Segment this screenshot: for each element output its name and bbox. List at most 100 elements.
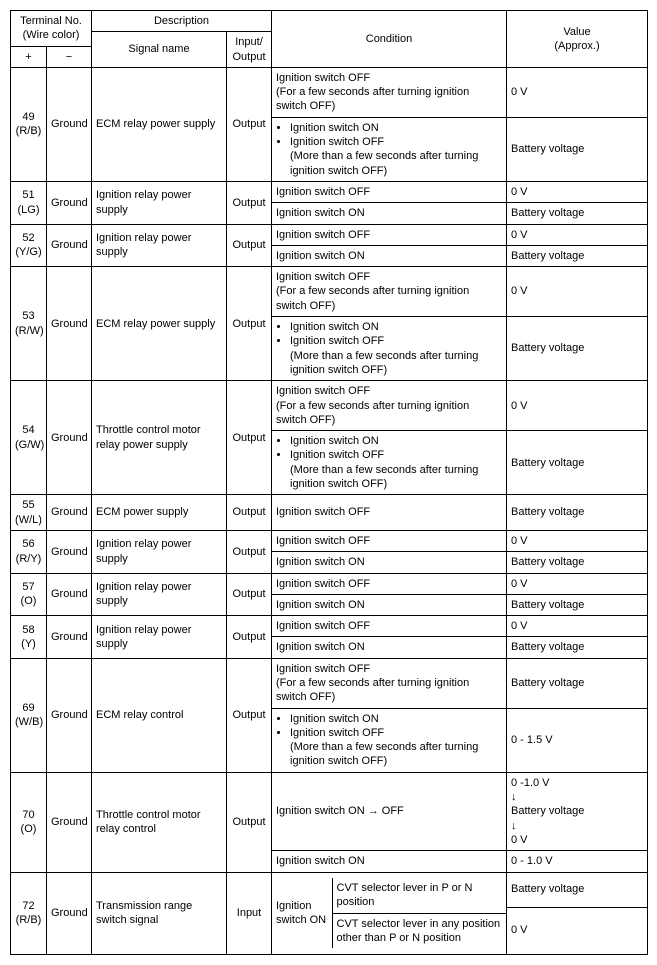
cond-49b-li2-a: Ignition switch OFF <box>290 136 384 148</box>
val-52b: Battery voltage <box>507 245 648 266</box>
val-49a: 0 V <box>507 67 648 117</box>
sig-57: Ignition relay power supply <box>92 573 227 616</box>
cond-69b-li2-a: Ignition switch OFF <box>290 727 384 739</box>
io-69: Output <box>227 658 272 772</box>
sig-72: Transmission range switch signal <box>92 872 227 954</box>
cond-54a-l2: (For a few seconds after turning ignitio… <box>276 400 469 426</box>
cond-69b-li1: Ignition switch ON <box>290 712 502 726</box>
cond-51b: Ignition switch ON <box>272 203 507 224</box>
cond-53a-l1: Ignition switch OFF <box>276 271 370 283</box>
cond-53b-li2: Ignition switch OFF (More than a few sec… <box>290 334 502 377</box>
sig-58: Ignition relay power supply <box>92 616 227 659</box>
io-54: Output <box>227 381 272 495</box>
val-70b: 0 - 1.0 V <box>507 851 648 872</box>
cond-53a: Ignition switch OFF (For a few seconds a… <box>272 267 507 317</box>
term-53: 53 (R/W) <box>11 267 47 381</box>
cond-53b-li1: Ignition switch ON <box>290 320 502 334</box>
cond-54a-l1: Ignition switch OFF <box>276 385 370 397</box>
cond-53b-li2-a: Ignition switch OFF <box>290 335 384 347</box>
sig-56: Ignition relay power supply <box>92 530 227 573</box>
cond-49b: Ignition switch ON Ignition switch OFF (… <box>272 117 507 181</box>
val-52a: 0 V <box>507 224 648 245</box>
val-51b: Battery voltage <box>507 203 648 224</box>
val-51a: 0 V <box>507 181 648 202</box>
neg-58: Ground <box>47 616 92 659</box>
neg-49: Ground <box>47 67 92 181</box>
cond-56b: Ignition switch ON <box>272 552 507 573</box>
cond-52a: Ignition switch OFF <box>272 224 507 245</box>
hdr-terminal: Terminal No. (Wire color) <box>11 11 92 47</box>
hdr-plus: + <box>11 46 47 67</box>
val-54b: Battery voltage <box>507 431 648 495</box>
term-56: 56 (R/Y) <box>11 530 47 573</box>
cond-54b: Ignition switch ON Ignition switch OFF (… <box>272 431 507 495</box>
io-52: Output <box>227 224 272 267</box>
io-56: Output <box>227 530 272 573</box>
val-55: Battery voltage <box>507 495 648 531</box>
cond-55: Ignition switch OFF <box>272 495 507 531</box>
hdr-minus: − <box>47 46 92 67</box>
sig-55: ECM power supply <box>92 495 227 531</box>
cond-69a: Ignition switch OFF (For a few seconds a… <box>272 658 507 708</box>
neg-57: Ground <box>47 573 92 616</box>
term-52: 52 (Y/G) <box>11 224 47 267</box>
term-51: 51 (LG) <box>11 181 47 224</box>
cond-58b: Ignition switch ON <box>272 637 507 658</box>
cond-70b: Ignition switch ON <box>272 851 507 872</box>
neg-55: Ground <box>47 495 92 531</box>
val-72b: 0 V <box>507 907 647 954</box>
hdr-condition: Condition <box>272 11 507 68</box>
neg-54: Ground <box>47 381 92 495</box>
io-58: Output <box>227 616 272 659</box>
val-69b: 0 - 1.5 V <box>507 708 648 772</box>
cond-54b-li1: Ignition switch ON <box>290 434 502 448</box>
term-54: 54 (G/W) <box>11 381 47 495</box>
neg-52: Ground <box>47 224 92 267</box>
val-69a: Battery voltage <box>507 658 648 708</box>
io-49: Output <box>227 67 272 181</box>
cond-72-r1: CVT selector lever in P or N position <box>332 878 506 913</box>
cond-57a: Ignition switch OFF <box>272 573 507 594</box>
cond-72-r2: CVT selector lever in any position other… <box>332 913 506 948</box>
sig-49: ECM relay power supply <box>92 67 227 181</box>
term-55: 55 (W/L) <box>11 495 47 531</box>
hdr-value: Value (Approx.) <box>507 11 648 68</box>
sig-69: ECM relay control <box>92 658 227 772</box>
term-49: 49 (R/B) <box>11 67 47 181</box>
neg-56: Ground <box>47 530 92 573</box>
io-72: Input <box>227 872 272 954</box>
val-57a: 0 V <box>507 573 648 594</box>
cond-52b: Ignition switch ON <box>272 245 507 266</box>
sig-70: Throttle control motor relay control <box>92 772 227 872</box>
hdr-signal: Signal name <box>92 32 227 68</box>
io-70: Output <box>227 772 272 872</box>
cond-54b-li2-a: Ignition switch OFF <box>290 449 384 461</box>
sig-54: Throttle control motor relay power suppl… <box>92 381 227 495</box>
cond-53a-l2: (For a few seconds after turning ignitio… <box>276 285 469 311</box>
cond-58a: Ignition switch OFF <box>272 616 507 637</box>
cond-49a-l1: Ignition switch OFF <box>276 72 370 84</box>
val-58b: Battery voltage <box>507 637 648 658</box>
val-56a: 0 V <box>507 530 648 551</box>
cond-53b: Ignition switch ON Ignition switch OFF (… <box>272 317 507 381</box>
cond-49a: Ignition switch OFF (For a few seconds a… <box>272 67 507 117</box>
cond-49a-l2: (For a few seconds after turning ignitio… <box>276 86 469 112</box>
sig-51: Ignition relay power supply <box>92 181 227 224</box>
term-69: 69 (W/B) <box>11 658 47 772</box>
cond-49b-li1: Ignition switch ON <box>290 121 502 135</box>
io-55: Output <box>227 495 272 531</box>
term-58: 58 (Y) <box>11 616 47 659</box>
val-70a: 0 -1.0 V ↓ Battery voltage ↓ 0 V <box>507 772 648 850</box>
cond-72: Ignition switch ON CVT selector lever in… <box>272 872 507 954</box>
term-57: 57 (O) <box>11 573 47 616</box>
neg-70: Ground <box>47 772 92 872</box>
hdr-io: Input/ Output <box>227 32 272 68</box>
neg-69: Ground <box>47 658 92 772</box>
cond-69a-l1: Ignition switch OFF <box>276 663 370 675</box>
neg-53: Ground <box>47 267 92 381</box>
cond-49b-li2-b: (More than a few seconds after turning i… <box>290 150 478 176</box>
cond-69b-li2: Ignition switch OFF (More than a few sec… <box>290 726 502 769</box>
sig-52: Ignition relay power supply <box>92 224 227 267</box>
cond-72-left: Ignition switch ON <box>272 878 332 948</box>
io-51: Output <box>227 181 272 224</box>
